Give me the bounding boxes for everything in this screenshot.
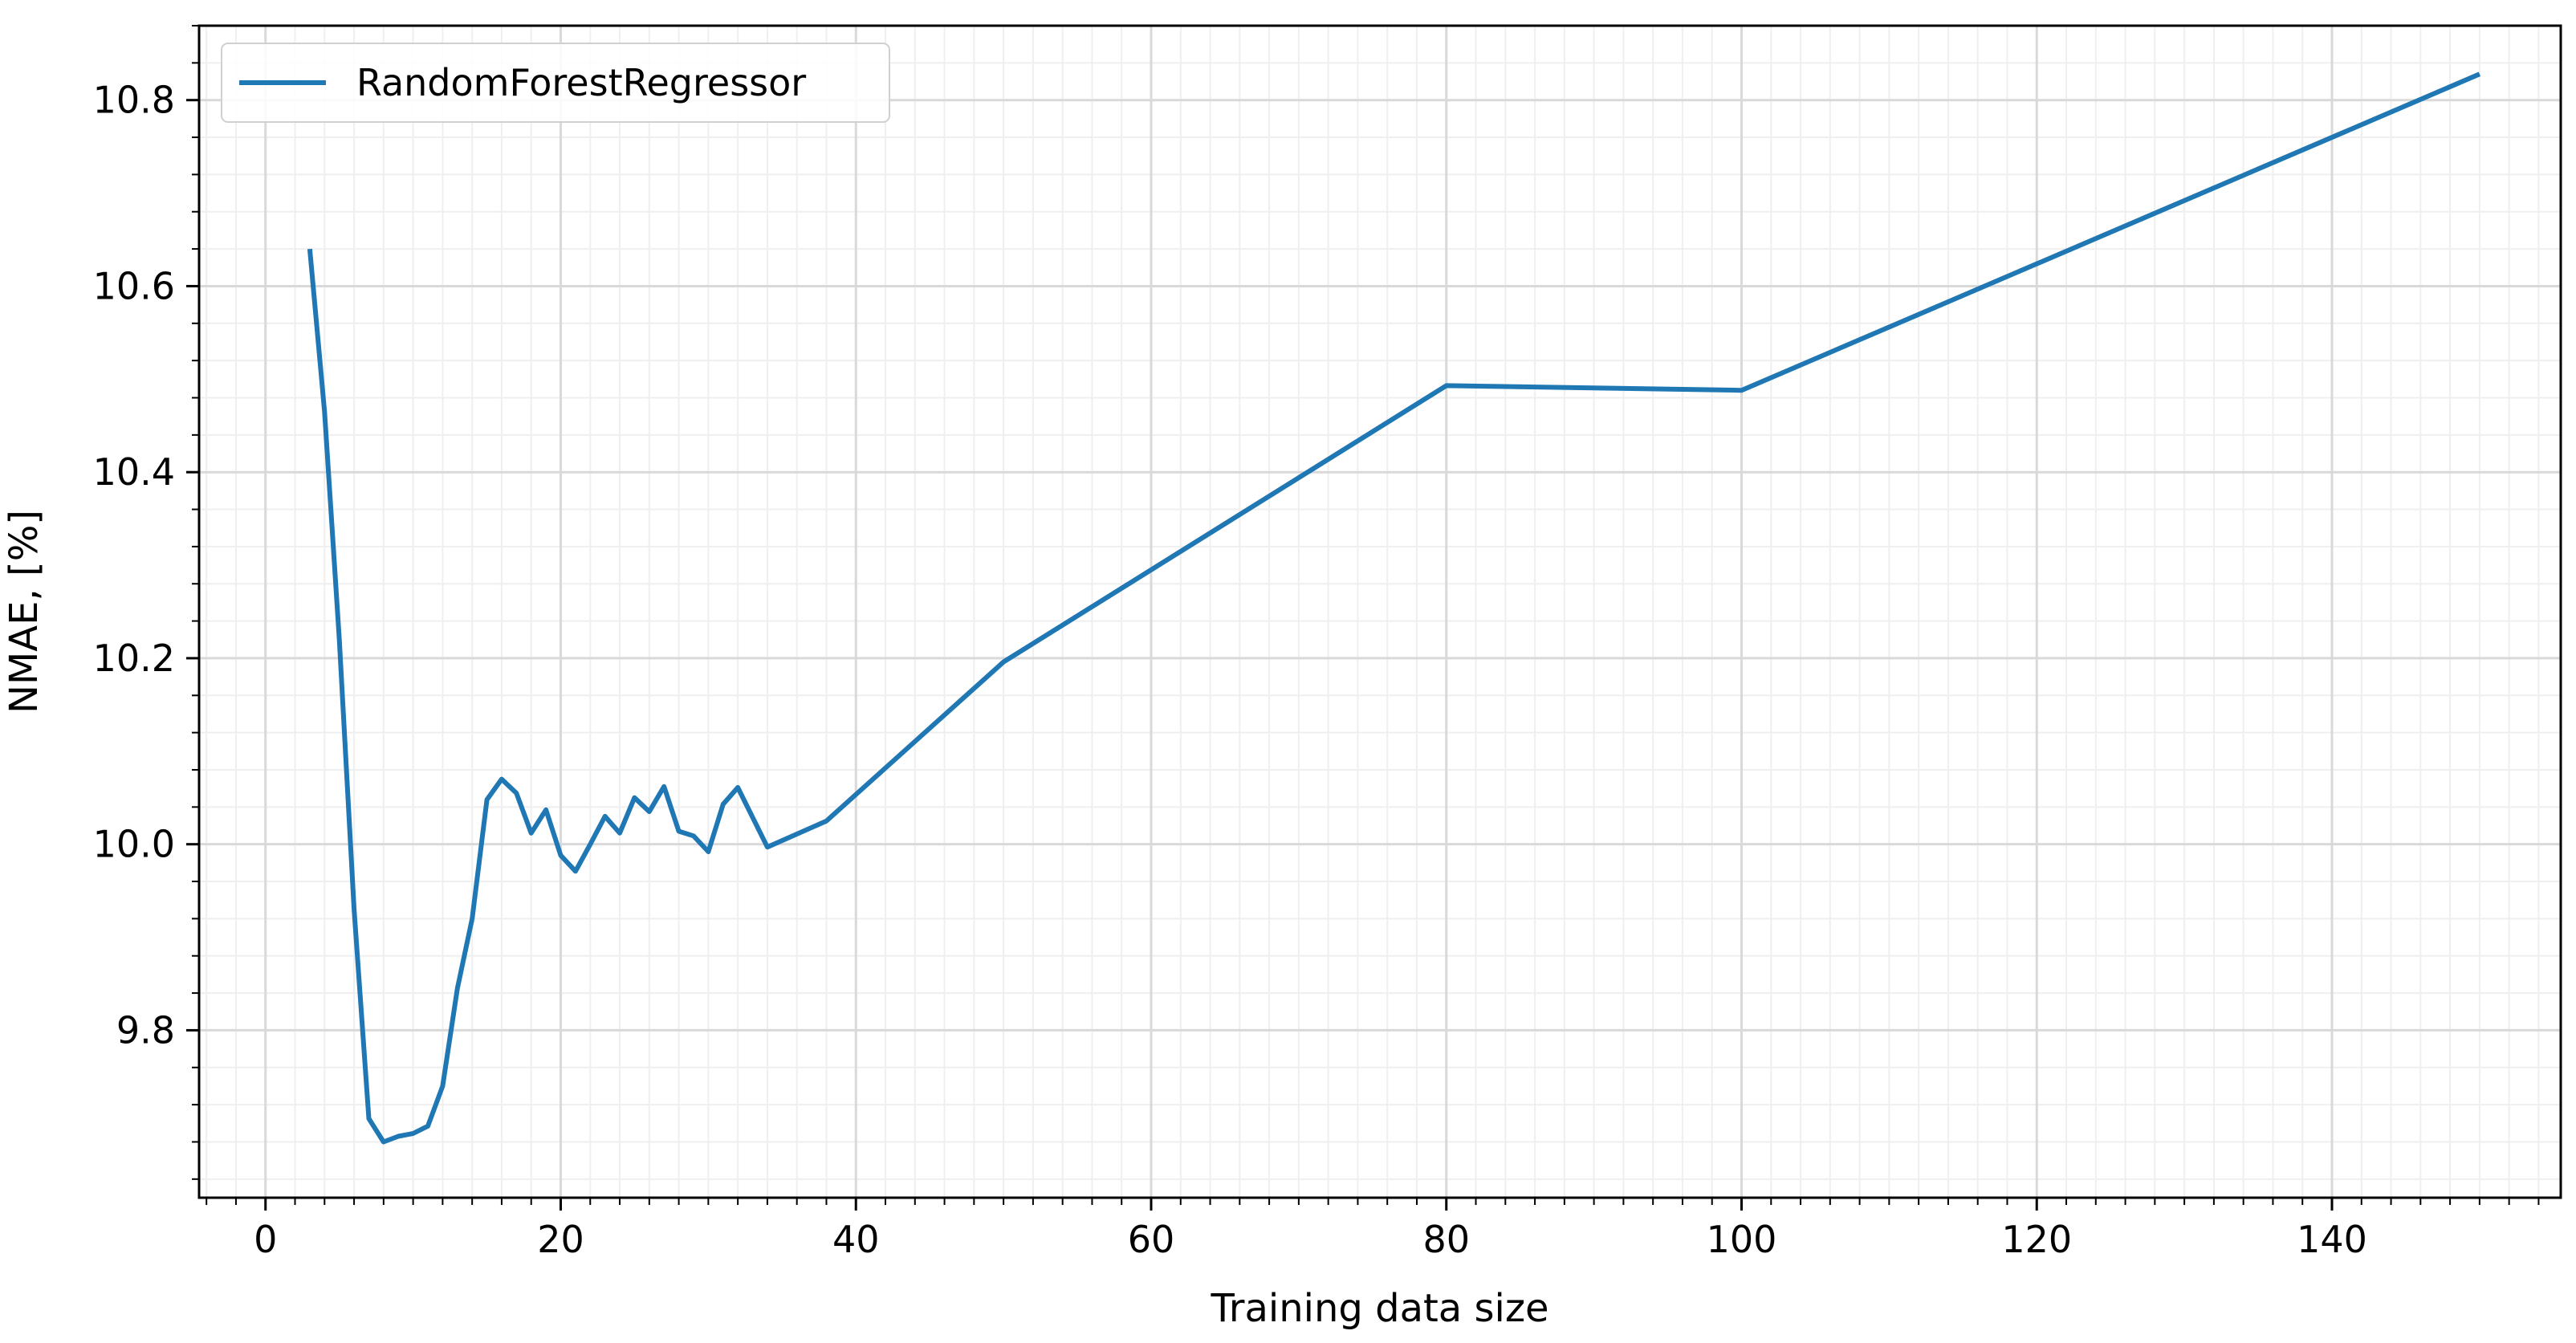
y-tick-label: 10.2 (93, 637, 175, 680)
x-tick-label: 40 (832, 1218, 880, 1261)
y-tick-label: 10.8 (93, 79, 175, 122)
legend-label: RandomForestRegressor (356, 61, 806, 104)
major-grid (199, 26, 2561, 1198)
minor-grid (199, 25, 2561, 1198)
legend: RandomForestRegressor (221, 43, 890, 123)
x-tick-label: 20 (537, 1218, 584, 1261)
x-tick-label: 60 (1128, 1218, 1175, 1261)
x-tick-label: 80 (1422, 1218, 1470, 1261)
y-axis-ticks: 9.8 10.0 10.2 10.4 10.6 10.8 (93, 25, 199, 1180)
y-tick-label: 10.6 (93, 264, 175, 307)
x-tick-label: 100 (1707, 1218, 1777, 1261)
y-tick-label: 10.4 (93, 450, 175, 494)
x-tick-label: 120 (2001, 1218, 2072, 1261)
x-tick-label: 140 (2297, 1218, 2367, 1261)
y-tick-label: 9.8 (116, 1008, 175, 1052)
series-line-randomforestregressor (307, 71, 2481, 1145)
plot-frame (197, 24, 2562, 1199)
y-axis-label: NMAE, [%] (2, 510, 47, 714)
y-tick-label: 10.0 (93, 823, 175, 866)
x-tick-label: 0 (254, 1218, 277, 1261)
series-layer (307, 71, 2481, 1145)
x-axis-ticks: 0 20 40 60 80 100 120 140 (206, 1198, 2540, 1261)
x-axis-label: Training data size (1210, 1286, 1548, 1331)
legend-box (221, 43, 890, 123)
